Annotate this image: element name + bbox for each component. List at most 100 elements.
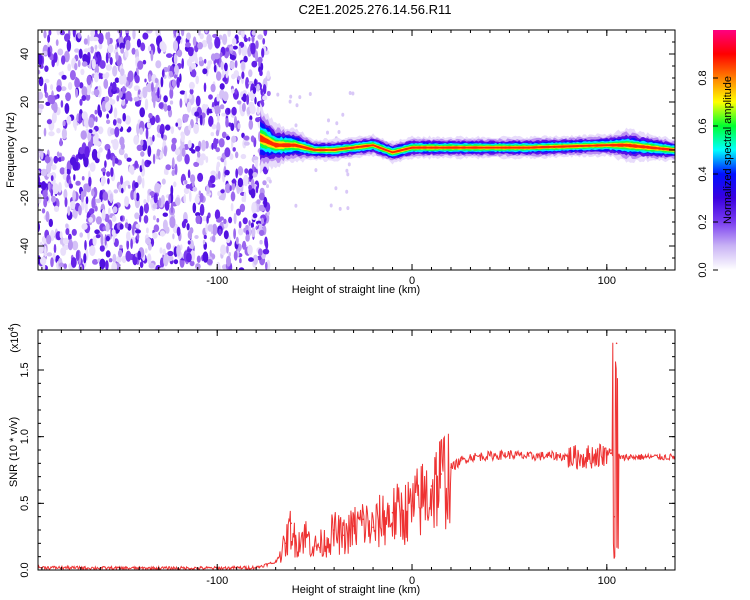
noise-speckle (92, 259, 99, 265)
noise-speckle (90, 30, 95, 37)
noise-speckle (87, 132, 91, 142)
noise-speckle (48, 218, 53, 228)
snr-data-point (586, 455, 589, 457)
noise-speckle (156, 218, 160, 223)
noise-speckle (57, 48, 64, 56)
noise-speckle (93, 72, 99, 83)
noise-speckle (92, 36, 99, 42)
noise-speckle (261, 48, 265, 58)
noise-speckle (50, 84, 54, 91)
noise-speckle (241, 71, 245, 79)
noise-speckle (243, 141, 250, 146)
noise-speckle (118, 35, 124, 45)
noise-speckle (263, 196, 268, 208)
x-tick-label: 100 (598, 275, 616, 287)
noise-speckle (347, 162, 351, 167)
noise-speckle (60, 100, 64, 108)
noise-speckle (188, 81, 195, 90)
noise-speckle (186, 101, 192, 113)
noise-speckle (146, 137, 151, 148)
noise-speckle (176, 35, 182, 41)
noise-speckle (82, 53, 88, 63)
noise-speckle (219, 83, 225, 90)
noise-speckle (113, 238, 119, 248)
noise-speckle (91, 197, 96, 209)
noise-speckle (137, 60, 144, 70)
noise-speckle (162, 212, 168, 217)
noise-speckle (75, 154, 79, 163)
noise-speckle (221, 112, 226, 117)
noise-speckle (195, 212, 201, 217)
noise-speckle (146, 30, 153, 34)
noise-speckle (119, 42, 125, 50)
noise-speckle (109, 128, 116, 135)
noise-speckle (75, 88, 79, 98)
noise-speckle (195, 263, 201, 270)
noise-speckle (251, 30, 257, 36)
noise-speckle (220, 189, 225, 194)
noise-speckle (226, 255, 231, 267)
noise-speckle (53, 155, 59, 164)
noise-speckle (51, 164, 57, 171)
noise-speckle (166, 53, 173, 58)
noise-speckle (124, 196, 130, 207)
noise-speckle (112, 119, 117, 126)
noise-speckle (53, 205, 60, 212)
noise-speckle (250, 135, 255, 143)
noise-speckle (215, 129, 220, 137)
x-tick-label: 100 (598, 575, 616, 587)
noise-speckle (203, 82, 207, 93)
snr-data-point (430, 485, 433, 487)
noise-speckle (158, 197, 162, 207)
noise-speckle (262, 38, 266, 45)
x-tick-label: -100 (206, 575, 228, 587)
noise-speckle (170, 126, 175, 134)
noise-speckle (64, 166, 67, 177)
noise-speckle (77, 32, 82, 39)
noise-speckle (248, 184, 253, 191)
noise-speckle (188, 124, 192, 131)
noise-speckle (171, 137, 177, 145)
noise-speckle (105, 64, 112, 71)
noise-speckle (191, 181, 195, 188)
noise-speckle (112, 155, 115, 167)
noise-speckle (70, 257, 77, 268)
noise-speckle (242, 93, 247, 103)
noise-speckle (47, 46, 51, 58)
noise-speckle (210, 132, 215, 137)
y-tick-label: 1.0 (19, 429, 31, 444)
noise-speckle (98, 109, 102, 118)
noise-speckle (221, 131, 227, 139)
noise-speckle (52, 183, 59, 195)
noise-speckle (197, 42, 204, 50)
noise-speckle (124, 180, 130, 186)
noise-speckle (235, 208, 241, 216)
noise-speckle (97, 150, 101, 159)
noise-speckle (248, 69, 253, 78)
noise-speckle (66, 115, 72, 125)
noise-speckle (63, 263, 67, 269)
noise-speckle (289, 94, 293, 99)
noise-speckle (174, 148, 181, 156)
noise-speckle (169, 70, 173, 78)
noise-speckle (264, 236, 268, 248)
noise-speckle (85, 93, 91, 101)
noise-speckle (170, 185, 174, 196)
noise-speckle (38, 76, 44, 87)
noise-speckle (50, 188, 54, 197)
noise-speckle (209, 175, 215, 184)
noise-speckle (298, 95, 302, 100)
noise-speckle (81, 86, 88, 97)
noise-speckle (133, 135, 140, 145)
noise-speckle (92, 129, 96, 135)
noise-speckle (70, 200, 76, 210)
noise-speckle (53, 52, 58, 63)
noise-speckle (43, 30, 47, 39)
snr-data-point (284, 542, 287, 545)
colorbar-gradient (713, 30, 736, 270)
noise-speckle (223, 218, 227, 224)
noise-speckle (156, 148, 161, 157)
noise-speckle (117, 118, 122, 125)
noise-speckle (152, 153, 156, 165)
noise-speckle (127, 184, 131, 189)
